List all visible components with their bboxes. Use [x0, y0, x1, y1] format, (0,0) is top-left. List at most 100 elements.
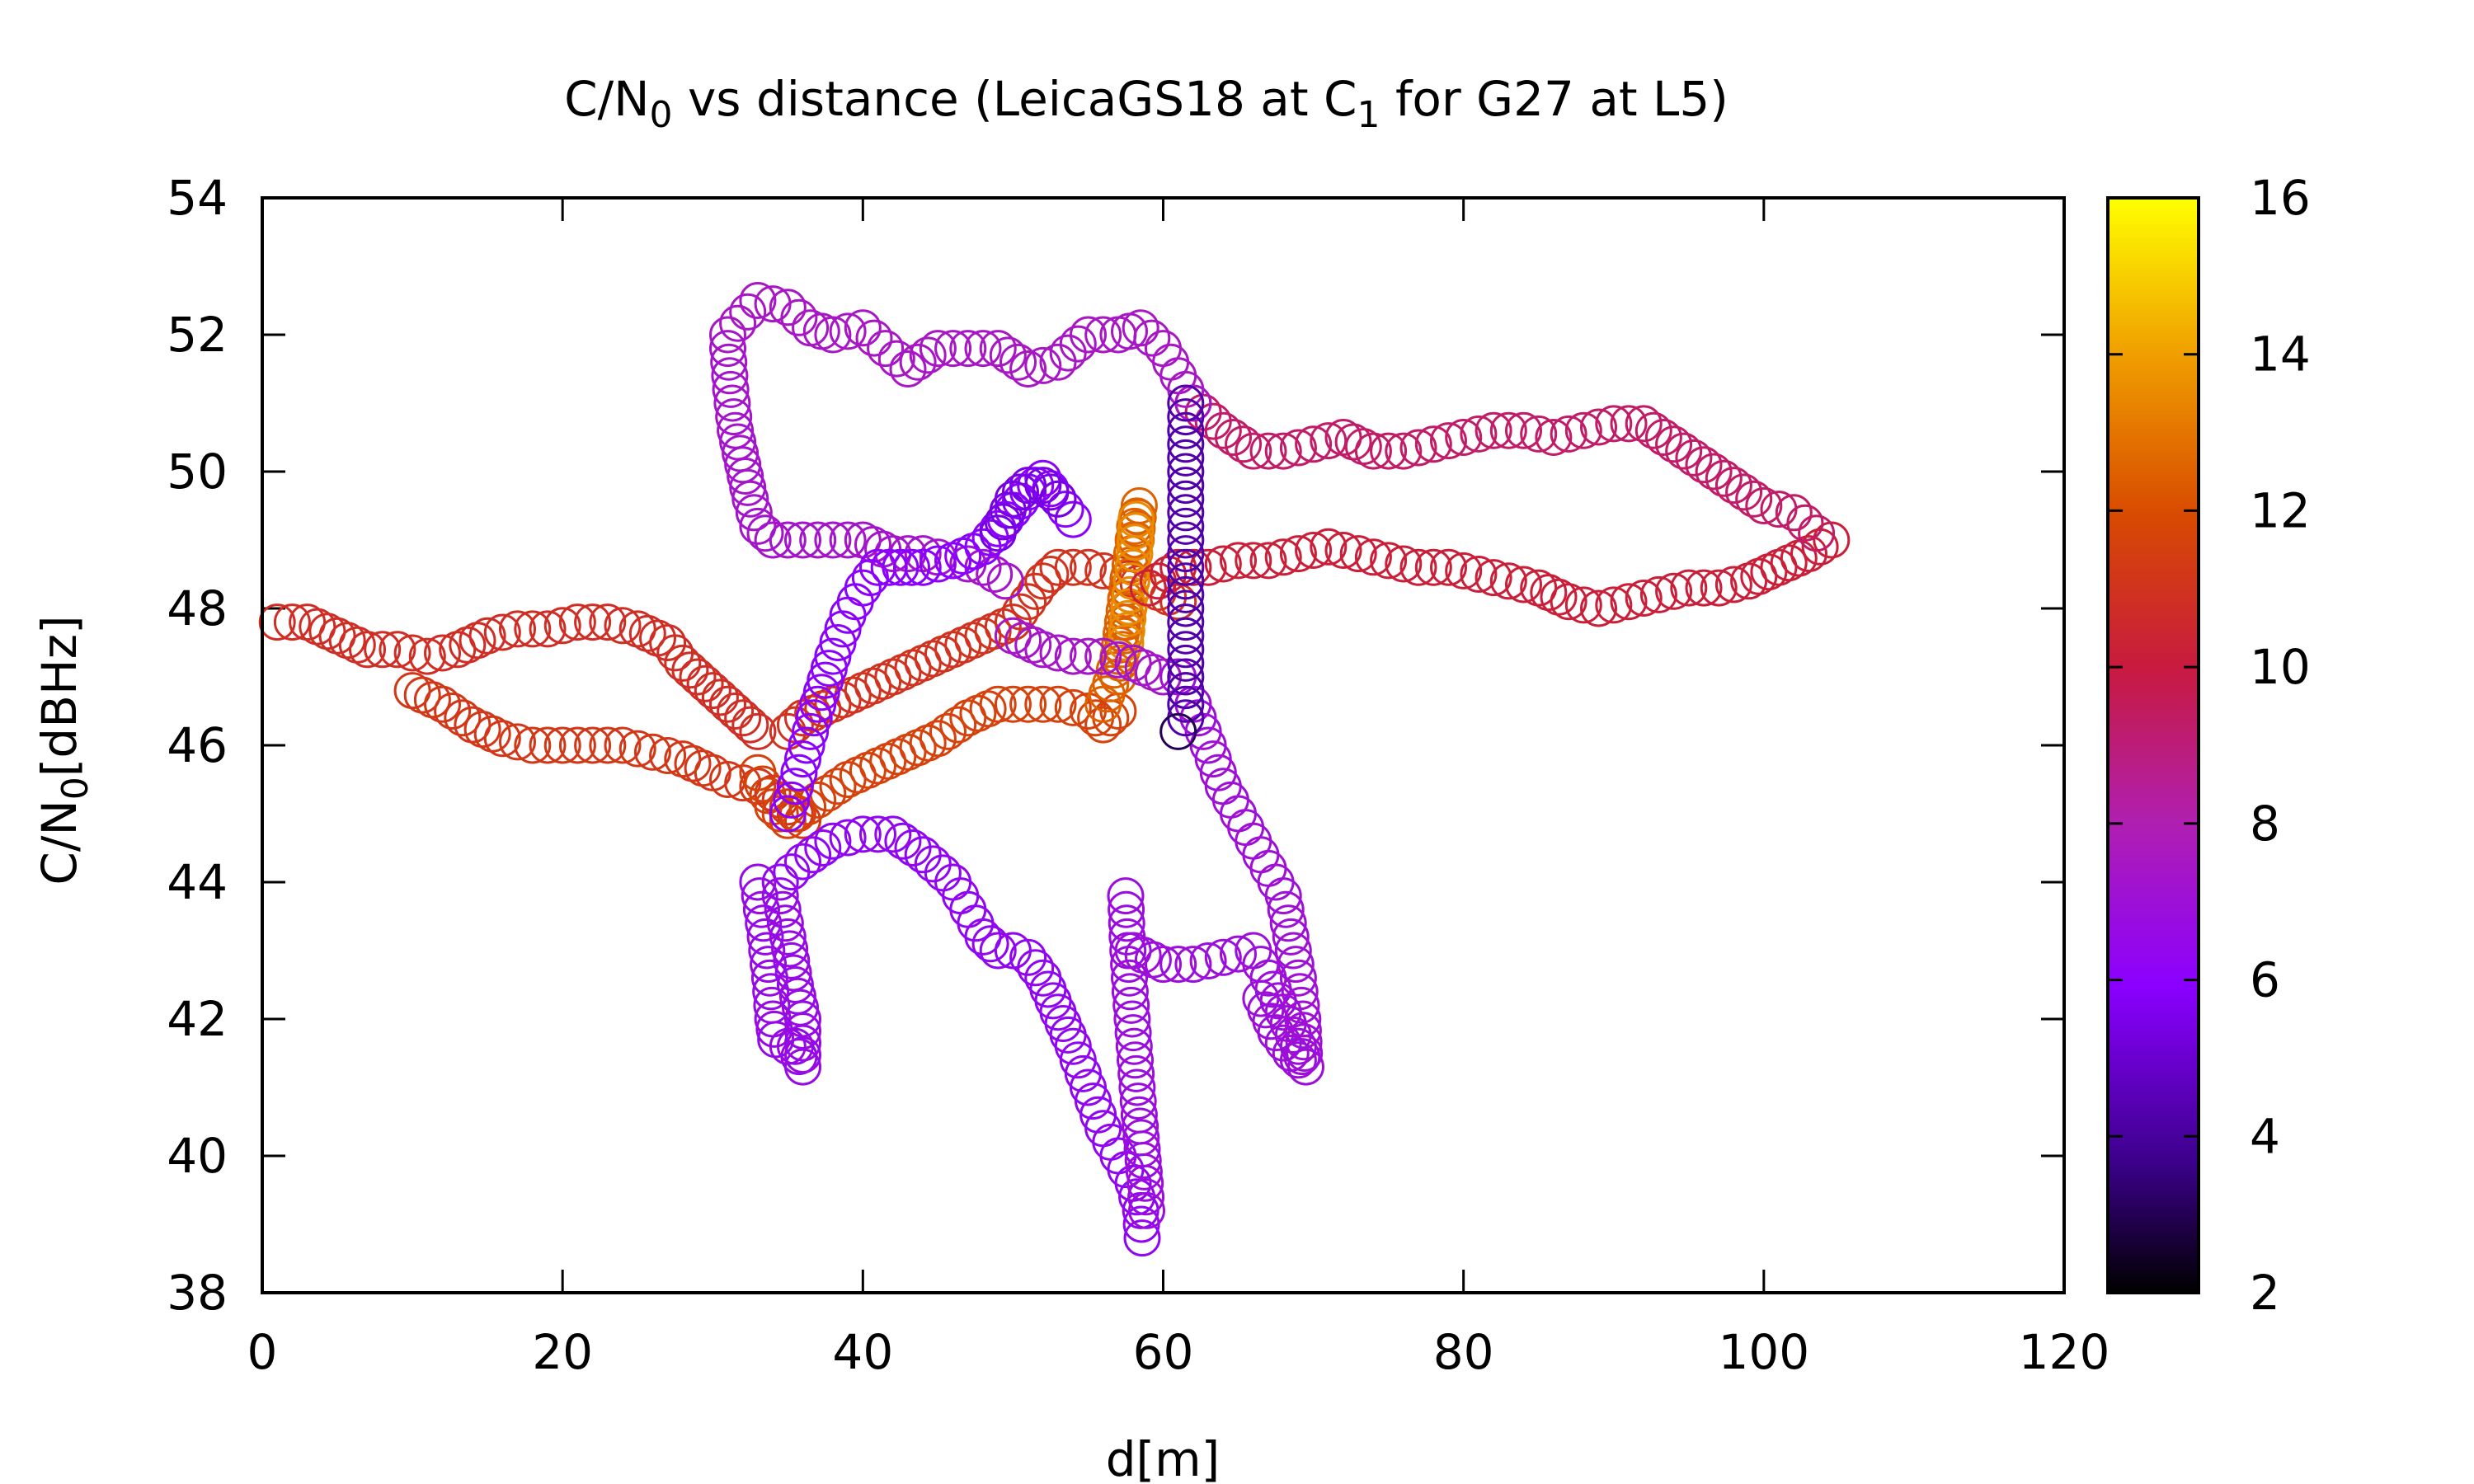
data-point — [408, 637, 446, 675]
data-point — [1705, 459, 1743, 497]
data-point — [784, 521, 821, 559]
data-point — [679, 658, 717, 696]
data-point — [742, 890, 780, 928]
data-point — [1189, 942, 1227, 979]
data-point — [1414, 548, 1452, 586]
data-point — [794, 836, 832, 874]
data-point — [1595, 405, 1633, 443]
data-point — [1092, 699, 1130, 737]
data-point — [558, 726, 596, 764]
data-point — [1249, 432, 1287, 470]
data-point — [836, 583, 874, 621]
data-point — [1109, 599, 1147, 637]
data-point — [1535, 419, 1573, 456]
data-point — [1054, 500, 1092, 538]
data-point — [1159, 946, 1197, 984]
data-point — [731, 706, 769, 744]
data-point — [1595, 586, 1633, 624]
data-point — [877, 340, 915, 378]
data-point — [1634, 411, 1672, 449]
data-point — [1625, 405, 1663, 443]
data-point — [722, 434, 760, 472]
data-point — [1167, 644, 1205, 682]
data-point — [1152, 343, 1190, 381]
data-point — [1167, 439, 1205, 477]
data-point — [1119, 498, 1157, 536]
data-point — [1167, 631, 1205, 669]
data-point — [780, 298, 818, 336]
data-point — [731, 480, 769, 518]
y-tick-label: 40 — [167, 1128, 228, 1184]
data-point — [713, 384, 751, 422]
data-point — [1610, 405, 1648, 443]
data-point — [1460, 415, 1498, 453]
data-point — [1122, 309, 1159, 347]
colorbar-tick-label: 10 — [2250, 639, 2311, 695]
data-point — [1274, 932, 1312, 970]
data-point — [1272, 918, 1310, 956]
title-sub2: 1 — [1357, 94, 1380, 136]
data-point — [784, 843, 821, 881]
data-point — [764, 890, 802, 928]
data-point — [1735, 480, 1773, 518]
data-point — [1024, 562, 1062, 600]
data-point — [1114, 1014, 1152, 1052]
data-point — [1775, 494, 1813, 532]
data-point — [792, 309, 830, 347]
data-point — [904, 836, 942, 874]
data-point — [1009, 583, 1047, 621]
data-point — [782, 989, 819, 1026]
data-point — [1279, 429, 1317, 467]
data-point — [809, 774, 847, 812]
data-point — [1059, 325, 1097, 363]
data-point — [1211, 781, 1249, 819]
data-point — [1039, 685, 1077, 723]
title-sub1: 0 — [650, 94, 673, 136]
data-point — [574, 726, 612, 764]
data-point — [1126, 1164, 1164, 1202]
data-point — [964, 918, 1002, 956]
data-point — [1084, 706, 1122, 744]
data-point — [393, 634, 431, 672]
data-point — [1282, 986, 1320, 1024]
plot-frame — [261, 196, 2066, 1294]
data-point — [1114, 548, 1152, 586]
data-point — [1107, 624, 1145, 661]
data-point — [1284, 1012, 1322, 1050]
data-point — [499, 723, 536, 761]
data-point — [1039, 548, 1077, 586]
data-point — [1714, 467, 1752, 505]
colorbar-tick-label: 16 — [2250, 170, 2311, 226]
data-point — [1505, 411, 1542, 449]
data-point — [1670, 569, 1708, 607]
data-point — [1145, 330, 1182, 368]
data-point — [1024, 346, 1062, 384]
ylabel-pre: C/N — [31, 800, 87, 885]
data-point — [1665, 432, 1703, 470]
data-point — [483, 613, 521, 651]
data-point — [1009, 350, 1047, 387]
data-point — [1054, 548, 1092, 586]
data-point — [774, 954, 812, 992]
data-point — [739, 507, 777, 545]
data-point — [349, 631, 386, 669]
x-tick-label: 120 — [2019, 1324, 2110, 1380]
data-point — [748, 932, 786, 970]
data-point — [649, 624, 687, 661]
data-point — [1354, 432, 1392, 470]
y-tick-label: 44 — [167, 854, 228, 910]
data-point — [971, 925, 1009, 963]
y-tick-label: 42 — [167, 991, 228, 1047]
data-point — [1070, 548, 1107, 586]
data-point — [769, 521, 807, 559]
data-point — [1054, 637, 1092, 675]
data-point — [1117, 524, 1154, 561]
data-point — [1790, 535, 1827, 573]
data-point — [949, 890, 987, 928]
data-point — [1009, 467, 1047, 505]
data-point — [1099, 641, 1137, 679]
data-point — [1324, 532, 1362, 569]
data-point — [719, 304, 757, 342]
colorbar-tick-label: 8 — [2250, 796, 2280, 852]
